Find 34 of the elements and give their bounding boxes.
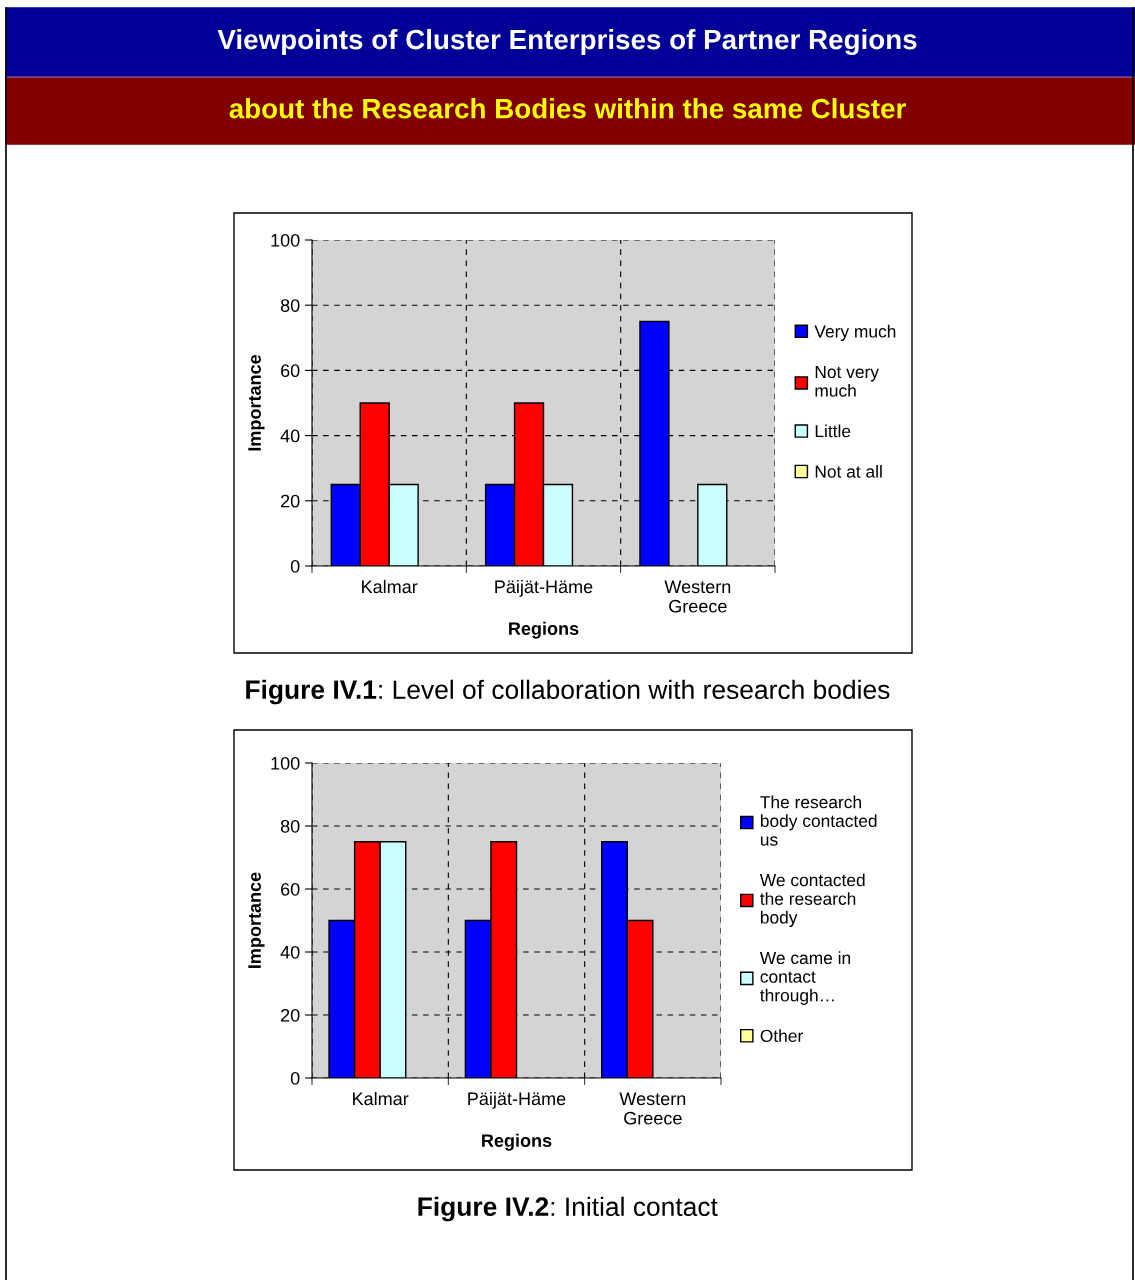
y-tick-label: 0 [290, 559, 300, 573]
y-tick-label: 60 [281, 364, 300, 378]
x-tick-label: Kalmar [362, 579, 418, 594]
legend-label: Very much [814, 324, 896, 342]
legend-label: The research body contacted us [760, 795, 877, 846]
x-tick-label: Western Greece [664, 580, 731, 613]
x-axis-title: Regions [509, 621, 579, 639]
text: Figure IV.2: Initial contact [418, 1196, 718, 1222]
x-tick-label: Päijät-Häme [468, 1091, 566, 1109]
text: Figure IV.1: Level of collaboration with research bodies [246, 679, 890, 705]
legend-label: Little [815, 424, 851, 438]
chart-subtitle: about the Research Bodies within the same Cluster [229, 98, 906, 119]
y-tick-label: 0 [290, 1071, 300, 1085]
y-axis-title: Importance [248, 354, 265, 451]
x-tick-label: Western Greece [619, 1092, 686, 1125]
legend-label: We came in contact through… [759, 951, 851, 1005]
y-tick-label: 80 [280, 819, 300, 833]
x-axis-title: Regions [482, 1133, 552, 1151]
y-tick-label: 80 [280, 299, 300, 312]
x-tick-label: Päijät-Häme [495, 579, 593, 597]
legend-label: Not at all [815, 464, 882, 478]
legend-label: Other [760, 1029, 803, 1042]
y-tick-label: 100 [271, 756, 300, 770]
legend-label: We contacted the research body [759, 873, 865, 928]
legend-label: Not very much [815, 365, 879, 397]
chart-title: Viewpoints of Cluster Enterprises of Partner Regions [217, 28, 917, 56]
y-tick-label: 100 [271, 233, 300, 247]
y-axis-title: Importance [248, 872, 265, 968]
y-tick-label: 40 [280, 945, 300, 959]
y-tick-label: 20 [281, 494, 300, 508]
y-tick-label: 20 [281, 1008, 300, 1022]
y-tick-label: 60 [281, 882, 300, 896]
x-tick-label: Kalmar [353, 1091, 409, 1106]
y-tick-label: 40 [280, 429, 300, 443]
